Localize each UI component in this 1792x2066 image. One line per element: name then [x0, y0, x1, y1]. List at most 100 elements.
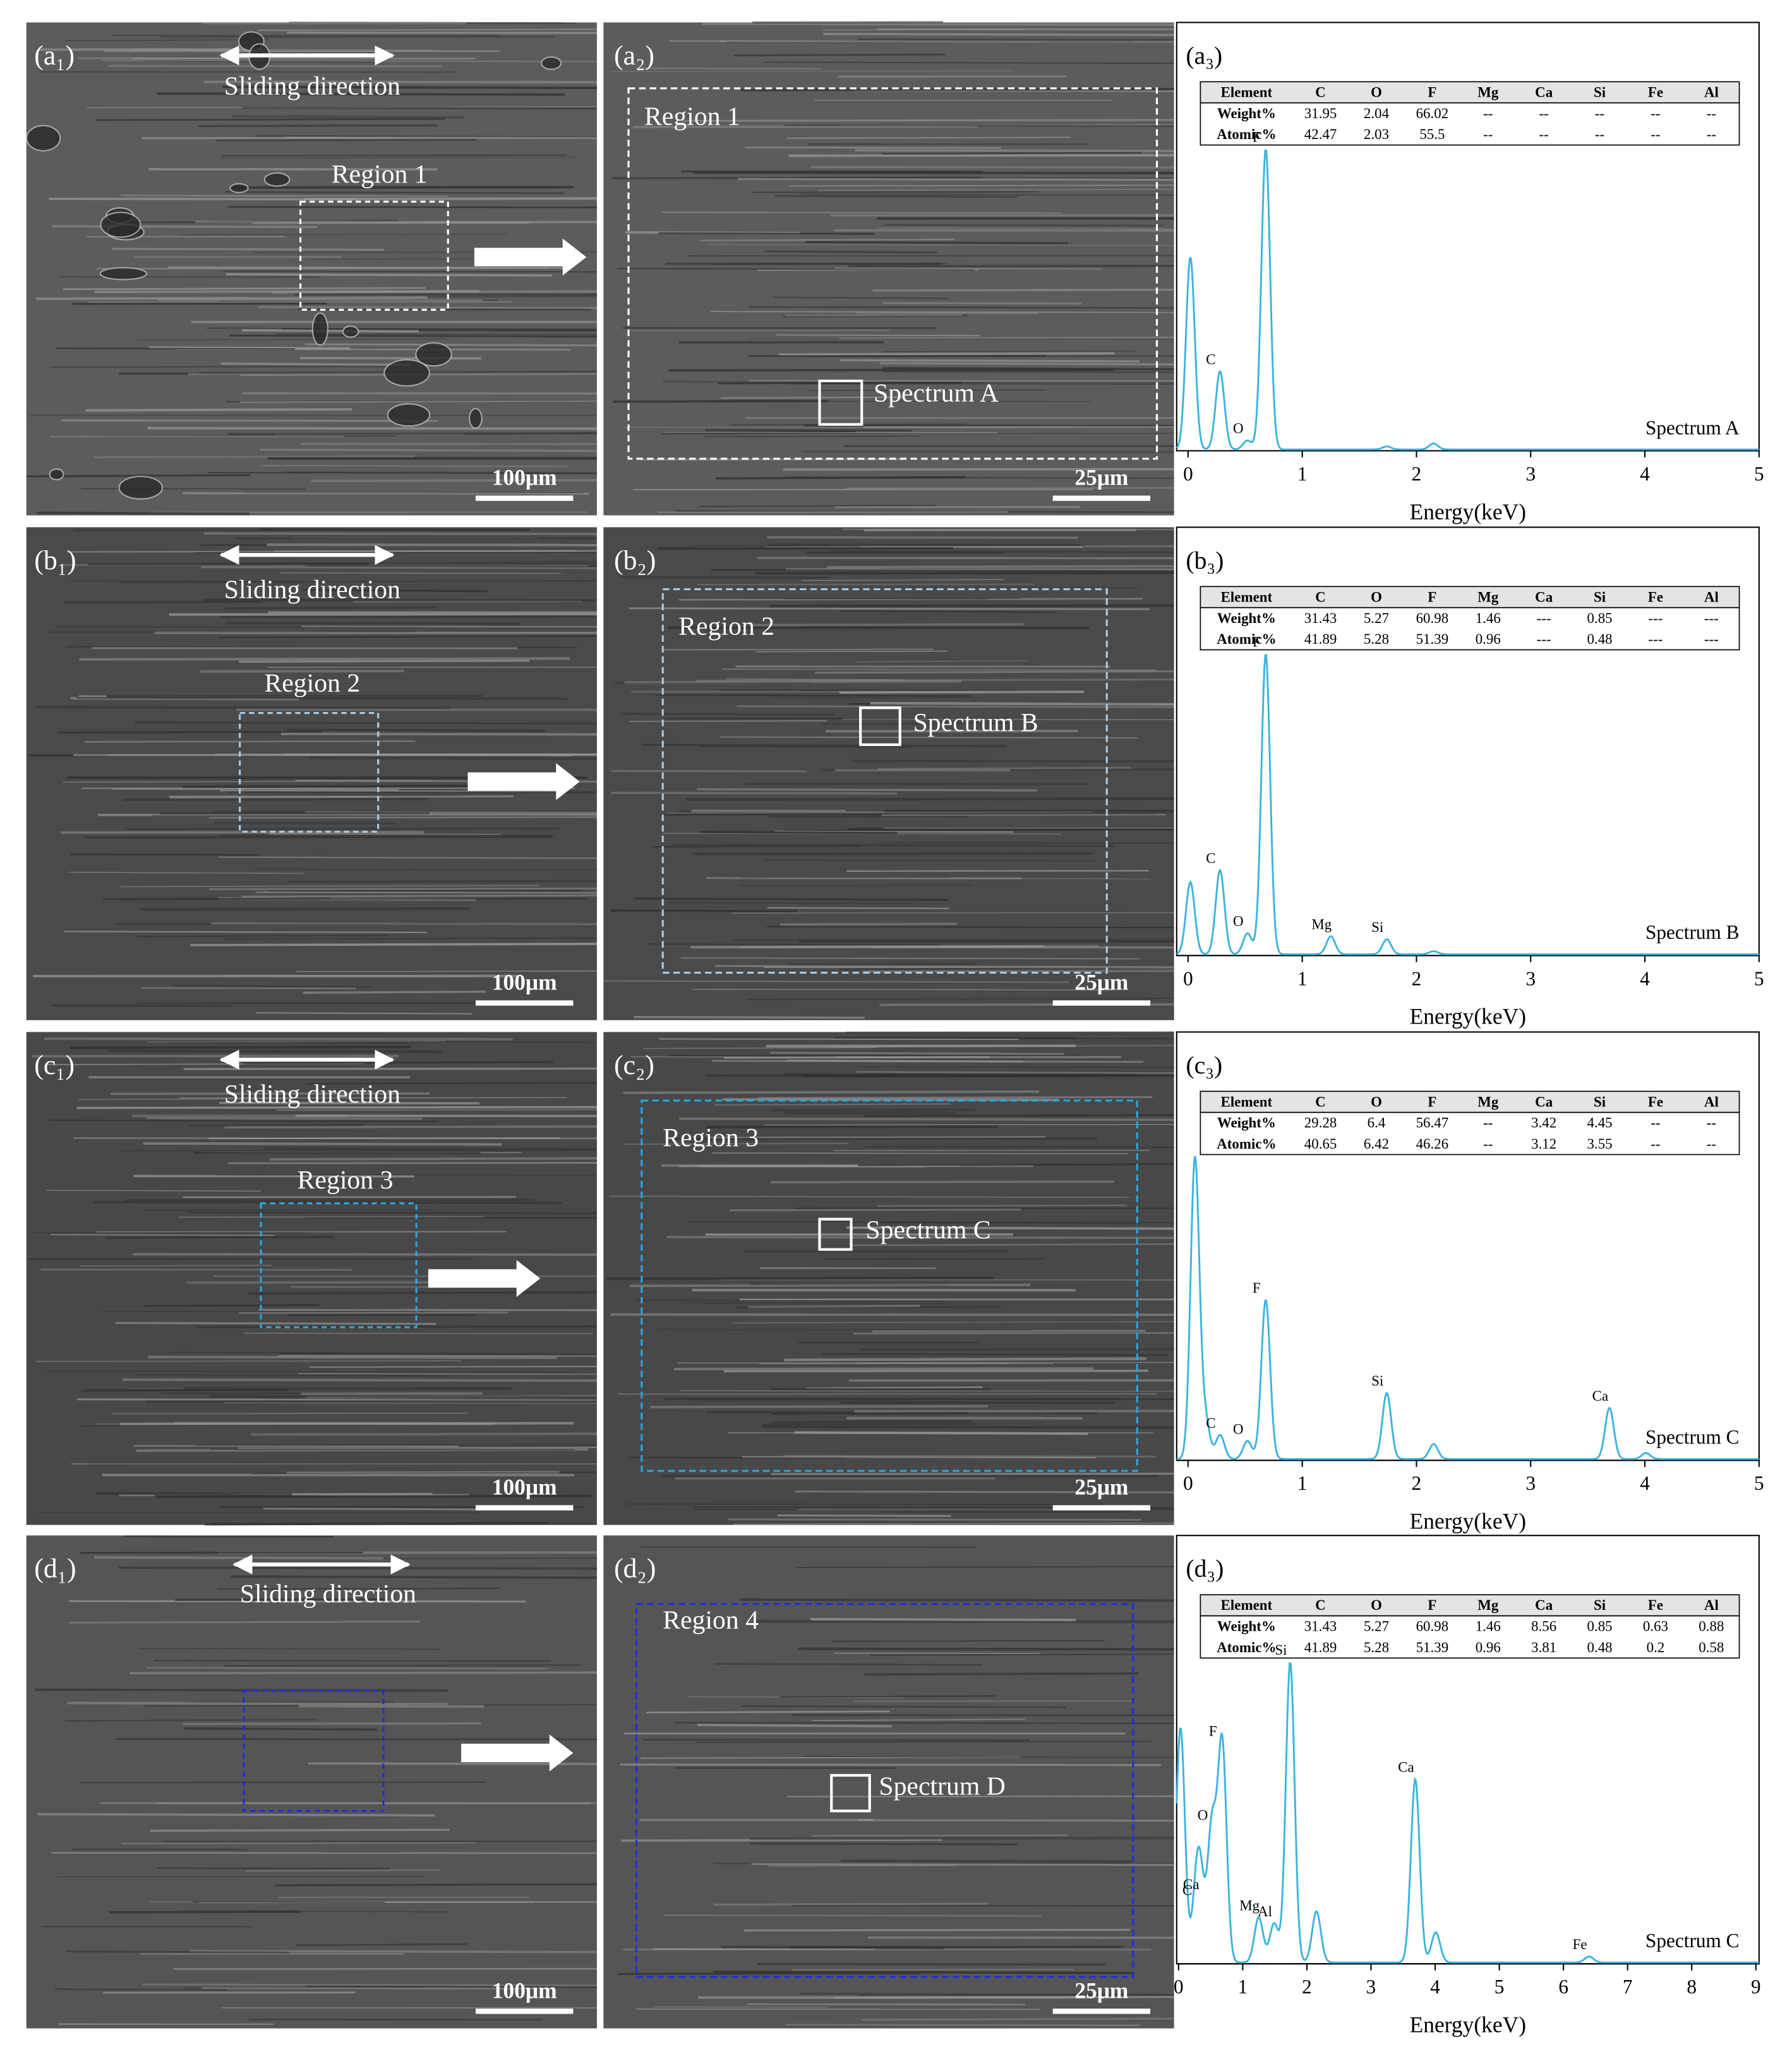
sem-streak — [148, 346, 351, 350]
table-cell: 6.42 — [1364, 1136, 1389, 1152]
sem-streak — [772, 1108, 976, 1112]
sem-streak — [95, 118, 445, 121]
sem-streak — [51, 1852, 597, 1854]
spectrum-name: Spectrum A — [1645, 416, 1740, 438]
scale-bar — [476, 1000, 574, 1006]
table-cell: 3.12 — [1531, 1136, 1556, 1152]
spectrum-peak — [1205, 370, 1234, 450]
sem-streak — [112, 788, 399, 791]
sem-streak — [136, 934, 390, 938]
table-header: F — [1428, 589, 1436, 605]
spectrum-peak — [1366, 1777, 1427, 1964]
table-cell: 31.43 — [1304, 610, 1337, 626]
sem-streak — [706, 877, 1023, 879]
sem-streak — [150, 1828, 450, 1832]
region-box — [640, 1099, 1138, 1472]
table-cell: 41.89 — [1304, 1640, 1337, 1655]
scale-bar — [1052, 2009, 1151, 2014]
sem-streak — [225, 191, 565, 195]
sem-streak — [697, 583, 1035, 586]
table-header-bg — [1200, 1594, 1740, 1617]
sem-streak — [742, 597, 989, 600]
sem-streak — [123, 1378, 597, 1382]
sem-streak — [65, 1719, 316, 1722]
table-cell: 0.88 — [1699, 1619, 1724, 1634]
peak-label: Fe — [1573, 1936, 1587, 1952]
spectrum-peak — [1359, 938, 1410, 955]
table-header: Al — [1704, 589, 1719, 605]
sem-debris — [383, 359, 430, 387]
sem-streak — [301, 625, 597, 627]
sem-streak — [833, 1036, 1077, 1039]
table-header-bg — [1200, 81, 1740, 104]
sem-streak — [786, 136, 1071, 139]
sem-streak — [869, 1653, 1174, 1656]
region-label: Region 2 — [678, 612, 774, 641]
sem-streak — [243, 1061, 554, 1065]
region-box — [260, 1202, 418, 1329]
table-cell: Atomic% — [1217, 1640, 1276, 1655]
sem-streak — [139, 1648, 440, 1650]
sem-streak — [242, 329, 419, 333]
sem-streak — [35, 706, 452, 710]
sem-streak — [697, 1724, 892, 1728]
sem-streak — [806, 1386, 983, 1389]
spectrum-peak — [1281, 1662, 1304, 1959]
sem-streak — [220, 362, 411, 366]
sem-streak — [65, 39, 268, 42]
sem-streak — [749, 306, 1174, 309]
table-cell: 6.4 — [1368, 1115, 1386, 1131]
region-box — [239, 712, 380, 833]
sem-streak — [663, 1914, 1042, 1917]
sem-streak — [799, 1993, 1174, 1996]
sem-streak — [882, 302, 1081, 305]
sem-streak — [878, 227, 1174, 230]
sem-debris — [118, 475, 164, 500]
sem-streak — [751, 191, 1039, 193]
spectrum-peak — [1302, 1910, 1366, 1964]
sem-streak — [715, 1663, 983, 1666]
sem-streak — [101, 1310, 427, 1313]
sem-streak — [723, 1369, 1149, 1372]
spectrum-peak — [1176, 880, 1206, 955]
sem-streak — [718, 382, 962, 385]
sem-streak — [218, 635, 597, 639]
scale-label: 100μm — [492, 1978, 557, 2003]
sem-debris — [49, 468, 64, 481]
sem-streak — [614, 681, 812, 684]
sem-streak — [608, 1195, 1129, 1199]
sem-streak — [268, 833, 502, 835]
sem-streak — [858, 1819, 1174, 1822]
spectrum-peak — [1410, 1443, 1522, 1460]
sem-streak — [620, 576, 829, 579]
spectrum-peak — [1176, 257, 1206, 450]
x-tick-label: 8 — [1687, 1976, 1697, 1998]
table-cell: -- — [1651, 106, 1660, 121]
sem-debris — [415, 342, 452, 367]
table-cell: Atomic% — [1217, 126, 1276, 142]
region-box — [661, 588, 1108, 974]
table-header: Fe — [1648, 1597, 1663, 1613]
sem-streak — [306, 1082, 597, 1085]
peak-label: Si — [1371, 1373, 1383, 1389]
x-tick-label: 5 — [1754, 1472, 1764, 1494]
sem-streak — [208, 471, 597, 474]
spectrum-peak — [1176, 1727, 1190, 1907]
region-box — [627, 87, 1158, 460]
sem-streak — [620, 712, 834, 716]
sem-streak — [124, 195, 376, 198]
sem-streak — [287, 728, 546, 732]
sem-streak — [642, 744, 1006, 747]
spectrum-label: Spectrum D — [879, 1772, 1005, 1801]
peak-label: F — [1209, 1724, 1217, 1739]
sem-streak — [255, 891, 597, 894]
sem-streak — [762, 1423, 978, 1426]
x-tick-label: 3 — [1366, 1976, 1376, 1998]
sem-streak — [48, 1119, 438, 1123]
sem-streak — [796, 1566, 1174, 1569]
region-label: Region 1 — [332, 160, 428, 189]
x-tick-label: 4 — [1640, 1472, 1650, 1494]
sem-streak — [679, 1117, 1174, 1121]
sem-streak — [63, 287, 426, 291]
region-label: Region 3 — [298, 1166, 394, 1195]
